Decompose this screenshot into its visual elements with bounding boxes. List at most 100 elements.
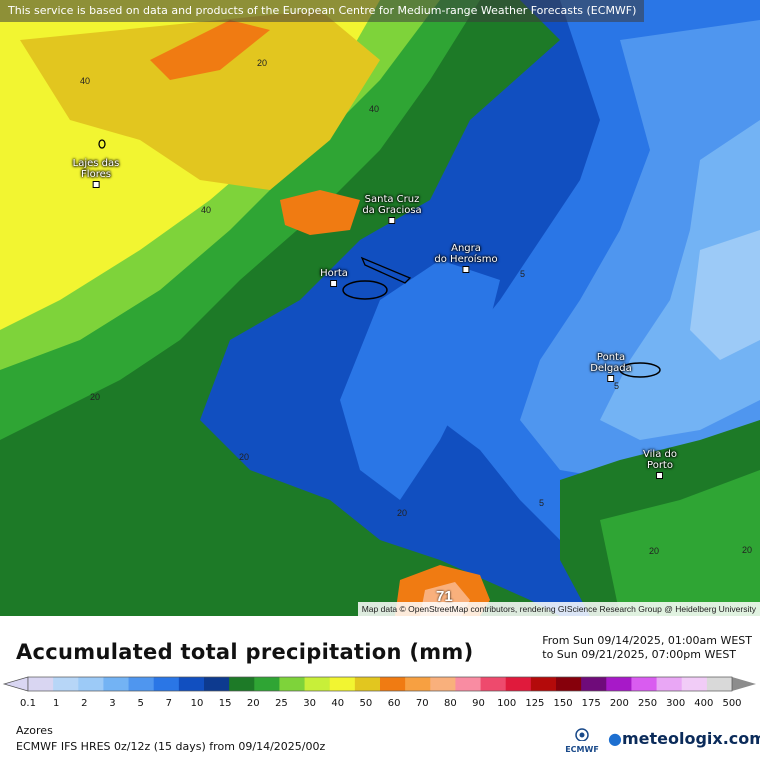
- place-label: Ponta Delgada: [590, 352, 632, 374]
- place-lajes: Lajes das Flores: [72, 158, 120, 191]
- place-marker: [607, 375, 615, 382]
- place-label: Horta: [320, 268, 348, 279]
- colorbar-segment: [28, 677, 54, 691]
- colorbar-segment: [405, 677, 431, 691]
- colorbar-tick-label: 30: [303, 698, 316, 709]
- zone-40-50: [20, 10, 380, 190]
- region-label: Azores: [16, 724, 53, 737]
- ecmwf-logo: ECMWF: [562, 726, 602, 754]
- colorbar-outline: [27, 676, 733, 692]
- colorbar-tick-label: 25: [275, 698, 288, 709]
- colorbar-tick-label: 3: [109, 698, 116, 709]
- colorbar-arrow-left: [2, 676, 29, 692]
- colorbar: [2, 676, 756, 692]
- ecmwf-icon: [575, 728, 589, 742]
- place-marker: [92, 181, 100, 188]
- contour-label: 40: [80, 76, 91, 86]
- legend-title: Accumulated total precipitation (mm): [16, 640, 474, 664]
- contour-label: 40: [369, 104, 380, 114]
- colorbar-tick-label: 7: [165, 698, 172, 709]
- colorbar-segment: [153, 677, 180, 691]
- colorbar-tick-label: 40: [331, 698, 345, 709]
- place-graciosa: Santa Cruz da Graciosa: [362, 194, 422, 227]
- colorbar-tick-label: 80: [444, 698, 457, 709]
- colorbar-tick-label: 100: [497, 698, 517, 709]
- place-marker: [330, 280, 338, 287]
- colorbar-segment: [178, 677, 205, 691]
- brand-text: meteologix.com: [621, 729, 760, 748]
- colorbar-segment: [304, 677, 331, 691]
- colorbar-tick-label: 150: [553, 698, 573, 709]
- colorbar-segment: [631, 677, 658, 691]
- brand-logo[interactable]: ●meteologix.com: [608, 729, 760, 748]
- colorbar-segment: [128, 677, 155, 691]
- colorbar-segment: [279, 677, 306, 691]
- contour-label: 5: [520, 269, 526, 279]
- place-marker: [388, 217, 396, 224]
- place-horta: Horta: [320, 268, 348, 290]
- colorbar-segment: [606, 677, 632, 691]
- contour-label: 5: [539, 498, 545, 508]
- colorbar-segment: [229, 677, 255, 691]
- colorbar-segment: [354, 677, 381, 691]
- zone-50-center: [280, 190, 360, 235]
- colorbar-segment: [103, 677, 130, 691]
- place-ponta: Ponta Delgada: [590, 352, 632, 385]
- contour-label: 20: [239, 452, 250, 462]
- legend-period: From Sun 09/14/2025, 01:00am WEST to Sun…: [542, 634, 752, 662]
- colorbar-tick-label: 250: [637, 698, 658, 709]
- colorbar-tick-label: 5: [137, 698, 144, 709]
- precipitation-map[interactable]: This service is based on data and produc…: [0, 0, 760, 616]
- zone-50-west: [150, 20, 270, 80]
- island-faial-pico: [342, 280, 388, 300]
- colorbar-tick-label: 300: [666, 698, 686, 709]
- colorbar-tick-label: 10: [190, 698, 204, 709]
- contour-label: 20: [257, 58, 268, 68]
- colorbar-segment: [656, 677, 683, 691]
- place-marker: [462, 266, 470, 273]
- colorbar-segment: [78, 677, 104, 691]
- place-angra: Angra do Heroísmo: [434, 243, 498, 276]
- colorbar-segment: [505, 677, 532, 691]
- contour-label: 20: [90, 392, 101, 402]
- contour-label: 20: [649, 546, 660, 556]
- colorbar-tick-label: 15: [218, 698, 232, 709]
- colorbar-segment: [706, 677, 733, 691]
- island-sao-miguel: [619, 362, 661, 378]
- colorbar-segment: [380, 677, 406, 691]
- contour-label: 20: [397, 508, 408, 518]
- colorbar-segment: [430, 677, 456, 691]
- colorbar-tick-label: 125: [525, 698, 545, 709]
- colorbar-tick-label: 175: [581, 698, 601, 709]
- colorbar-segment: [581, 677, 607, 691]
- colorbar-segment: [556, 677, 582, 691]
- colorbar-tick-label: 500: [722, 698, 742, 709]
- period-from: From Sun 09/14/2025, 01:00am WEST: [542, 634, 752, 647]
- colorbar-segment: [530, 677, 557, 691]
- island-sao-jorge: [360, 256, 412, 284]
- colorbar-tick-label: 1: [52, 698, 60, 709]
- brand-icon: ●: [608, 729, 622, 748]
- colorbar-tick-label: 400: [694, 698, 714, 709]
- colorbar-tick-label: 60: [387, 698, 401, 709]
- colorbar-segment: [681, 677, 708, 691]
- colorbar-arrow-right: [732, 677, 756, 691]
- colorbar-tick-label: 50: [359, 698, 373, 709]
- colorbar-tick-label: 2: [81, 698, 88, 709]
- colorbar-segment: [254, 677, 280, 691]
- place-label: Lajes das Flores: [72, 158, 120, 180]
- colorbar-tick-label: 0.1: [20, 698, 36, 709]
- attribution-bottom: Map data © OpenStreetMap contributors, r…: [357, 602, 760, 616]
- contour-label: 40: [201, 205, 212, 215]
- island-flores: [98, 139, 106, 149]
- legend-panel: Accumulated total precipitation (mm) Fro…: [0, 616, 760, 760]
- colorbar-segment: [329, 677, 356, 691]
- model-label: ECMWF IFS HRES 0z/12z (15 days) from 09/…: [16, 740, 326, 753]
- zone-2-3: [690, 230, 760, 360]
- place-label: Angra do Heroísmo: [434, 243, 498, 265]
- zone-central-blue: [340, 260, 500, 500]
- place-label: Santa Cruz da Graciosa: [362, 194, 422, 216]
- colorbar-tick-label: 20: [246, 698, 260, 709]
- period-to: to Sun 09/21/2025, 07:00pm WEST: [542, 648, 737, 661]
- map-canvas: [0, 0, 760, 616]
